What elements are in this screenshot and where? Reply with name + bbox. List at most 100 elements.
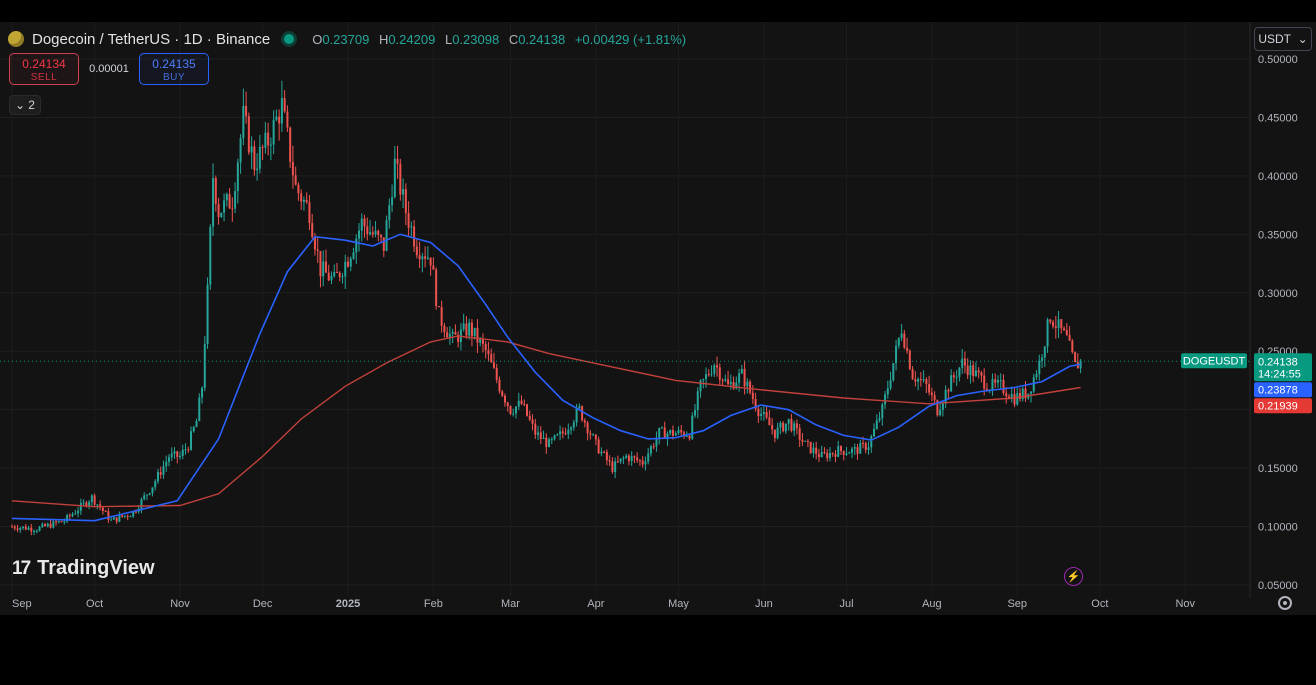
tradingview-logo[interactable]: 17 TradingView <box>12 557 155 580</box>
candle-body <box>159 472 162 475</box>
candle-body <box>1043 346 1046 358</box>
candle-body <box>795 423 798 429</box>
candle-body <box>236 162 239 192</box>
candle-body <box>506 402 509 406</box>
candle-body <box>572 422 575 428</box>
candle-body <box>1071 340 1074 353</box>
candle-body <box>104 510 107 512</box>
candle-body <box>1057 319 1060 328</box>
indicators-toggle[interactable]: ⌄ 2 <box>9 95 41 115</box>
candle-body <box>305 199 308 203</box>
spread-value: 0.00001 <box>89 63 129 75</box>
price-chart[interactable]: 0.500000.450000.400000.350000.300000.250… <box>0 22 1316 615</box>
candle-body <box>374 230 377 235</box>
candle-body <box>773 429 776 439</box>
candle-body <box>487 350 490 355</box>
candle-body <box>853 447 856 449</box>
candle-body <box>710 373 713 375</box>
candle-body <box>360 218 363 231</box>
candle-body <box>435 269 438 307</box>
symbol-title[interactable]: Dogecoin / TetherUS · 1D · Binance <box>32 30 271 48</box>
ma-slow-value: 0.21939 <box>1258 400 1298 412</box>
candle-body <box>134 511 137 513</box>
candle-body <box>490 354 493 363</box>
candle-body <box>402 189 405 195</box>
candle-body <box>228 194 231 209</box>
candle-body <box>179 455 181 458</box>
candle-body <box>294 175 297 185</box>
buy-button[interactable]: 0.24135 BUY <box>139 53 209 85</box>
candle-body <box>60 521 63 523</box>
currency-select[interactable]: USDT ⌄ <box>1254 27 1312 51</box>
candle-body <box>349 258 352 267</box>
candle-body <box>823 452 826 454</box>
candle-body <box>385 220 388 251</box>
candle-body <box>746 381 749 387</box>
candle-body <box>936 400 939 416</box>
x-tick-label: Aug <box>922 598 942 610</box>
x-tick-label: Sep <box>1007 598 1027 610</box>
high-value: 0.24209 <box>388 31 436 47</box>
candle-body <box>561 431 564 434</box>
candle-body <box>567 429 570 435</box>
candle-body <box>112 517 115 520</box>
candle-body <box>93 495 96 505</box>
trade-panel: 0.24134 SELL 0.00001 0.24135 BUY <box>9 53 209 85</box>
candle-body <box>531 419 534 424</box>
candle-body <box>600 451 603 454</box>
candle-body <box>269 144 272 146</box>
candle-body <box>669 430 672 434</box>
candle-body <box>933 395 936 401</box>
candle-body <box>280 98 283 124</box>
candle-body <box>699 380 702 392</box>
candle-body <box>451 331 454 334</box>
candle-body <box>283 98 286 112</box>
last-price-tag-bg <box>1254 353 1312 382</box>
candle-body <box>501 391 504 396</box>
candle-body <box>806 440 809 442</box>
candle-body <box>760 413 763 416</box>
candle-body <box>195 421 198 428</box>
candle-body <box>413 226 416 247</box>
candle-body <box>190 431 193 450</box>
candle-body <box>13 526 16 529</box>
candle-body <box>492 362 495 368</box>
candle-body <box>619 458 622 462</box>
candle-body <box>498 379 501 392</box>
candle-body <box>167 457 170 462</box>
candle-body <box>878 418 881 421</box>
sell-button[interactable]: 0.24134 SELL <box>9 53 79 85</box>
candle-body <box>41 524 44 527</box>
buy-label: BUY <box>162 72 186 83</box>
candle-body <box>30 527 33 532</box>
candle-body <box>520 400 523 404</box>
candle-body <box>1035 374 1038 378</box>
candle-body <box>503 395 506 403</box>
candle-body <box>88 501 91 506</box>
candle-body <box>1007 396 1010 399</box>
y-tick-label: 0.15000 <box>1258 463 1298 475</box>
candle-body <box>914 379 917 382</box>
candle-body <box>674 433 677 436</box>
candle-body <box>509 405 512 414</box>
candle-body <box>1032 377 1035 392</box>
candle-body <box>201 387 204 398</box>
candle-body <box>457 334 460 343</box>
candle-body <box>688 435 691 439</box>
candle-body <box>358 230 361 239</box>
candle-body <box>996 380 999 383</box>
candle-body <box>426 257 429 259</box>
candle-body <box>410 226 413 228</box>
candle-body <box>176 451 179 458</box>
candle-body <box>66 515 69 522</box>
lightning-icon[interactable]: ⚡ <box>1064 567 1083 586</box>
sell-label: SELL <box>30 72 58 83</box>
candle-body <box>110 519 113 521</box>
candle-body <box>393 158 396 198</box>
candle-body <box>630 456 633 462</box>
candle-body <box>250 146 253 153</box>
gear-icon[interactable] <box>1278 596 1292 610</box>
candle-body <box>647 453 650 462</box>
candle-body <box>1013 394 1016 405</box>
candle-body <box>985 388 988 391</box>
